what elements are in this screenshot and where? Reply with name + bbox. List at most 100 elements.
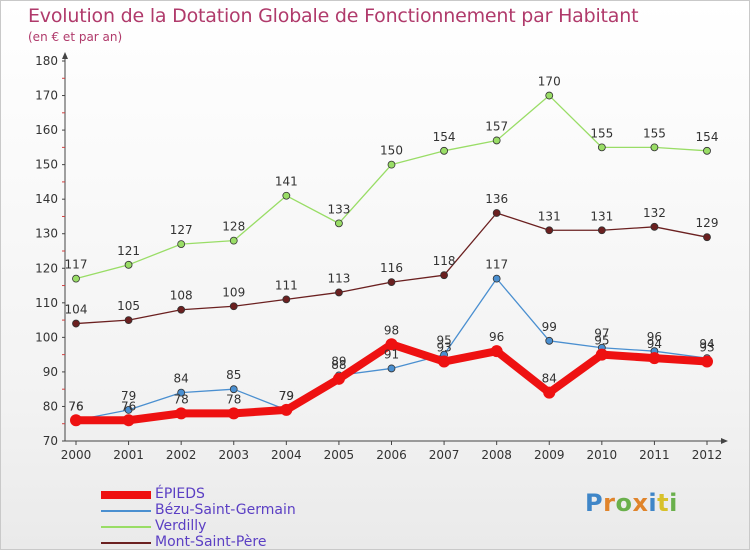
- x-tick-label: 2004: [271, 448, 302, 462]
- point-epieds: [543, 386, 556, 399]
- data-label-bezu-saint-germain: 96: [647, 330, 662, 344]
- point-epieds: [701, 355, 713, 368]
- point-mont-saint-pere: [387, 278, 396, 286]
- proxiti-logo: Proxiti: [585, 489, 678, 517]
- data-labels-layer: 117 121 127 128 141 133 150 154 157 170 155 155 154 1…: [65, 75, 719, 414]
- point-verdilly: [124, 260, 133, 269]
- data-label-mont-saint-pere: 116: [380, 261, 403, 275]
- data-label-mont-saint-pere: 131: [538, 209, 561, 223]
- point-epieds: [595, 348, 608, 361]
- point-mont-saint-pere: [545, 226, 554, 235]
- data-label-verdilly: 155: [590, 126, 613, 140]
- y-tick-label: 100: [35, 330, 58, 344]
- series-line-verdilly: [75, 94, 708, 280]
- data-label-bezu-saint-germain: 94: [699, 337, 714, 351]
- data-label-bezu-saint-germain: 95: [436, 334, 451, 348]
- legend-label: Bézu-Saint-Germain: [155, 502, 296, 518]
- point-verdilly: [545, 91, 554, 100]
- point-bezu-saint-germain: [387, 364, 396, 373]
- data-label-epieds: 94: [647, 337, 662, 351]
- point-epieds: [332, 372, 345, 385]
- data-label-bezu-saint-germain: 76: [68, 399, 83, 413]
- data-label-mont-saint-pere: 105: [117, 299, 140, 313]
- logo-letter: t: [657, 489, 670, 517]
- logo-letter: o: [615, 489, 633, 517]
- y-tick-label: 130: [35, 227, 58, 241]
- data-label-verdilly: 150: [380, 144, 403, 158]
- y-tick-label: 140: [35, 192, 58, 206]
- legend-swatch: [101, 526, 151, 528]
- data-label-verdilly: 155: [643, 126, 666, 140]
- y-axis-arrow: [62, 52, 68, 59]
- series-layer: [70, 91, 713, 427]
- y-tick-label: 110: [35, 296, 58, 310]
- data-label-bezu-saint-germain: 89: [331, 354, 346, 368]
- data-label-epieds: 76: [121, 399, 136, 413]
- point-epieds: [280, 403, 293, 416]
- point-mont-saint-pere: [282, 295, 291, 304]
- y-tick-label: 170: [35, 89, 58, 103]
- legend-label: Mont-Saint-Père: [155, 534, 267, 550]
- data-label-bezu-saint-germain: 117: [485, 258, 508, 272]
- data-label-epieds: 78: [226, 392, 241, 406]
- point-mont-saint-pere: [72, 319, 80, 328]
- data-label-bezu-saint-germain: 99: [542, 320, 557, 334]
- point-verdilly: [492, 136, 501, 145]
- point-verdilly: [597, 143, 606, 152]
- point-epieds: [385, 338, 398, 351]
- x-tick-label: 2010: [587, 448, 618, 462]
- point-mont-saint-pere: [492, 209, 501, 217]
- data-label-epieds: 96: [489, 330, 504, 344]
- y-tick-label: 70: [43, 434, 58, 448]
- data-label-bezu-saint-germain: 79: [279, 389, 294, 403]
- x-tick-label: 2002: [166, 448, 197, 462]
- data-label-verdilly: 117: [65, 258, 88, 272]
- point-verdilly: [703, 146, 711, 155]
- data-label-epieds: 84: [542, 372, 557, 386]
- data-label-verdilly: 157: [485, 119, 508, 133]
- logo-letter: i: [648, 489, 658, 517]
- data-label-epieds: 78: [174, 392, 189, 406]
- x-tick-label: 2005: [324, 448, 355, 462]
- data-label-bezu-saint-germain: 91: [384, 347, 399, 361]
- point-verdilly: [440, 146, 448, 155]
- data-label-bezu-saint-germain: 84: [174, 372, 189, 386]
- x-tick-label: 2001: [113, 448, 144, 462]
- logo-letter: i: [669, 489, 678, 517]
- data-label-epieds: 95: [594, 334, 609, 348]
- point-verdilly: [229, 236, 238, 245]
- point-epieds: [490, 345, 503, 358]
- data-label-verdilly: 121: [117, 244, 140, 258]
- data-label-epieds: 93: [699, 341, 714, 355]
- point-epieds: [175, 407, 188, 420]
- point-epieds: [648, 352, 661, 365]
- logo-letter: r: [603, 489, 616, 517]
- point-epieds: [70, 414, 82, 427]
- point-mont-saint-pere: [440, 271, 448, 280]
- chart-axes: 70 80 90 100 110 120 130 140 150 160 170 180 2000 200…: [35, 52, 728, 462]
- data-label-bezu-saint-germain: 97: [594, 327, 609, 341]
- data-label-epieds: 98: [384, 323, 399, 337]
- y-tick-label: 160: [35, 123, 58, 137]
- point-verdilly: [650, 143, 659, 152]
- x-tick-label: 2003: [218, 448, 249, 462]
- chart-title: Evolution de la Dotation Globale de Fonc…: [28, 5, 639, 27]
- point-mont-saint-pere: [597, 226, 606, 235]
- point-bezu-saint-germain: [124, 406, 133, 414]
- x-tick-label: 2009: [534, 448, 565, 462]
- logo-letter: P: [585, 489, 604, 517]
- x-tick-label: 2012: [692, 448, 723, 462]
- data-label-mont-saint-pere: 109: [222, 285, 245, 299]
- data-label-verdilly: 128: [222, 220, 245, 234]
- x-axis-arrow: [721, 438, 728, 444]
- point-mont-saint-pere: [177, 305, 186, 314]
- point-verdilly: [72, 274, 80, 283]
- legend-label: ÉPIEDS: [155, 486, 205, 502]
- point-verdilly: [335, 219, 343, 228]
- point-bezu-saint-germain: [229, 385, 238, 394]
- point-mont-saint-pere: [703, 233, 711, 242]
- x-tick-label: 2008: [481, 448, 512, 462]
- logo-letter: x: [632, 489, 649, 517]
- point-mont-saint-pere: [335, 288, 343, 297]
